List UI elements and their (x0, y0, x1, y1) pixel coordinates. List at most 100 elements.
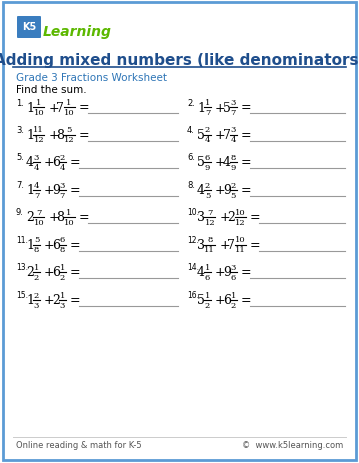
Text: 1: 1 (197, 101, 205, 114)
Text: +: + (219, 238, 230, 251)
Text: 6: 6 (52, 156, 60, 169)
Text: 7: 7 (205, 109, 210, 117)
Text: 15.: 15. (16, 290, 28, 300)
Text: 12.: 12. (187, 236, 199, 244)
Text: 9: 9 (231, 163, 236, 172)
Text: 1: 1 (34, 263, 39, 271)
Text: 2.: 2. (187, 98, 195, 107)
Text: 8: 8 (231, 154, 236, 162)
Text: 1: 1 (26, 238, 34, 251)
Text: 7: 7 (34, 191, 39, 199)
Text: 2: 2 (205, 301, 210, 309)
Text: =: = (241, 129, 251, 142)
Text: 9: 9 (52, 184, 60, 197)
Text: +: + (44, 156, 55, 169)
Text: +: + (48, 211, 59, 224)
Text: 8: 8 (60, 246, 65, 254)
Text: +: + (215, 129, 225, 142)
Text: Online reading & math for K-5: Online reading & math for K-5 (16, 441, 141, 450)
Text: 5: 5 (34, 236, 39, 244)
Text: 4: 4 (197, 184, 205, 197)
Text: +: + (44, 238, 55, 251)
Text: 2: 2 (60, 154, 65, 162)
Text: 7: 7 (223, 129, 231, 142)
Text: 7: 7 (227, 238, 235, 251)
Text: Adding mixed numbers (like denominators): Adding mixed numbers (like denominators) (0, 52, 359, 67)
Text: 3: 3 (231, 263, 236, 271)
Text: 2: 2 (205, 126, 210, 134)
Text: =: = (79, 129, 89, 142)
Text: 4: 4 (26, 156, 34, 169)
Text: 10.: 10. (187, 208, 199, 217)
Text: 3: 3 (34, 154, 39, 162)
Text: 5: 5 (197, 294, 205, 307)
Text: 9.: 9. (16, 208, 24, 217)
Text: 6.: 6. (187, 153, 195, 162)
Text: 4: 4 (205, 136, 210, 144)
Text: =: = (70, 184, 80, 197)
Text: 1: 1 (205, 263, 210, 271)
Text: 1: 1 (66, 99, 72, 107)
Text: 4.: 4. (187, 126, 195, 135)
Text: =: = (241, 294, 251, 307)
Text: 4: 4 (230, 136, 236, 144)
Text: 3: 3 (34, 301, 39, 309)
Text: 2: 2 (205, 181, 210, 189)
Text: 5: 5 (197, 156, 205, 169)
Text: 3.: 3. (16, 126, 24, 135)
Text: 4: 4 (197, 266, 205, 279)
Text: 1: 1 (36, 99, 42, 107)
Text: 1: 1 (205, 99, 210, 107)
Text: 4: 4 (60, 163, 65, 172)
Text: =: = (241, 184, 251, 197)
Text: 6: 6 (52, 238, 60, 251)
Text: =: = (241, 101, 251, 114)
Text: 2: 2 (60, 274, 65, 282)
Text: 5: 5 (66, 126, 72, 134)
Text: 10: 10 (64, 109, 74, 117)
Text: =: = (79, 211, 89, 224)
Text: =: = (70, 238, 80, 251)
Text: Learning: Learning (43, 25, 112, 39)
Text: 7: 7 (207, 208, 213, 217)
Text: +: + (215, 294, 225, 307)
Text: 1: 1 (26, 294, 34, 307)
Text: 7: 7 (60, 191, 65, 199)
Text: 11: 11 (33, 126, 44, 134)
Text: 8: 8 (207, 236, 213, 244)
Text: 1: 1 (26, 129, 34, 142)
Text: +: + (44, 294, 55, 307)
Text: 7.: 7. (16, 181, 24, 189)
Text: 16.: 16. (187, 290, 199, 300)
Text: 1: 1 (231, 291, 236, 299)
Text: 4: 4 (34, 163, 39, 172)
Text: 11: 11 (235, 246, 246, 254)
Text: 1.: 1. (16, 98, 24, 107)
Text: +: + (44, 266, 55, 279)
Text: 3: 3 (60, 181, 65, 189)
Text: =: = (241, 266, 251, 279)
Text: 2: 2 (231, 181, 236, 189)
Text: 11: 11 (204, 246, 215, 254)
Text: 2: 2 (227, 211, 235, 224)
Text: 9: 9 (205, 163, 210, 172)
Text: =: = (70, 266, 80, 279)
Text: 1: 1 (26, 184, 34, 197)
Text: 5: 5 (197, 129, 205, 142)
Text: 3: 3 (231, 126, 236, 134)
Text: 12: 12 (205, 219, 215, 226)
Text: 3: 3 (231, 99, 236, 107)
Text: =: = (241, 156, 251, 169)
Text: 7: 7 (36, 208, 42, 217)
Text: +: + (48, 101, 59, 114)
Text: 6: 6 (205, 274, 210, 282)
Text: 10: 10 (33, 109, 44, 117)
Text: 9: 9 (223, 266, 231, 279)
Text: 11.: 11. (16, 236, 28, 244)
Text: 5: 5 (223, 101, 231, 114)
Text: 12: 12 (64, 136, 74, 144)
Text: +: + (219, 211, 230, 224)
Text: 3: 3 (197, 211, 205, 224)
Text: =: = (79, 101, 89, 114)
Text: 10: 10 (33, 219, 44, 226)
